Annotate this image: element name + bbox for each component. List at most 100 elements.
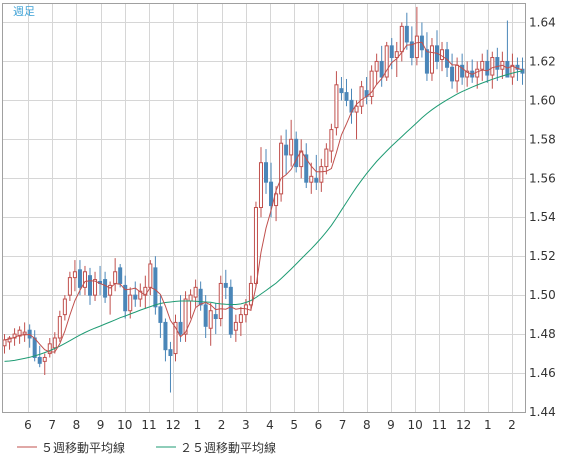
candle-body-12 (62, 298, 67, 316)
candle-body-64 (324, 148, 329, 168)
x-tick-label-14: 8 (363, 418, 371, 432)
candle-body-36 (183, 298, 188, 335)
candle-body-82 (414, 35, 419, 59)
candle-body-11 (57, 316, 62, 339)
candle-body-15 (77, 269, 82, 288)
candle-body-65 (329, 129, 334, 152)
y-tick-label-2: 1.48 (529, 327, 556, 341)
candle-body-25 (128, 294, 133, 312)
candle-body-81 (409, 41, 414, 59)
candle-body-85 (429, 45, 434, 74)
candle-body-57 (289, 138, 294, 156)
candle-body-6 (32, 337, 37, 358)
candle-body-34 (173, 321, 178, 355)
candle-body-31 (158, 306, 163, 323)
y-tick-label-5: 1.54 (529, 210, 556, 224)
candle-body-17 (87, 275, 93, 296)
candle-body-49 (248, 282, 253, 306)
candle-body-62 (314, 177, 319, 183)
ma5-line (4, 41, 523, 353)
x-tick-label-4: 10 (117, 418, 132, 432)
candle-body-77 (389, 45, 394, 59)
candle-body-9 (47, 343, 52, 355)
candle-body-76 (384, 45, 389, 78)
candle-body-63 (319, 166, 324, 183)
x-tick-label-7: 1 (194, 418, 202, 432)
x-tick-label-1: 7 (48, 418, 56, 432)
candle-body-73 (369, 70, 374, 97)
y-axis-tick-labels: 1.44 1.46 1.48 1.50 1.52 1.54 1.56 1.58 1.60 1.62… (529, 15, 556, 419)
legend-ma5-label: ５週移動平均線 (41, 440, 125, 455)
moving-average-layer (4, 41, 523, 362)
y-tick-label-4: 1.52 (529, 249, 556, 263)
candle-body-27 (138, 290, 143, 300)
candle-body-42 (213, 314, 218, 320)
plot-frame (2, 3, 526, 413)
candle-body-89 (450, 66, 455, 82)
candle-body-51 (258, 162, 263, 208)
candle-body-8 (42, 356, 47, 362)
candle-body-40 (203, 304, 208, 327)
candle-body-24 (123, 284, 128, 312)
grid-layer (2, 3, 525, 413)
candle-body-3 (17, 329, 22, 337)
candle-body-84 (424, 49, 429, 74)
candle-body-92 (465, 70, 470, 78)
candle-body-4 (22, 331, 27, 335)
candle-body-95 (480, 60, 485, 70)
legend: ５週移動平均線 ２５週移動平均線 (17, 440, 276, 455)
candle-body-14 (72, 271, 77, 279)
x-tick-label-17: 11 (432, 418, 447, 432)
candle-body-79 (399, 25, 404, 53)
candle-body-53 (269, 181, 274, 207)
candle-body-75 (379, 60, 384, 78)
x-tick-label-16: 10 (408, 418, 423, 432)
candle-body-32 (163, 321, 168, 351)
candle-body-7 (37, 356, 42, 364)
x-tick-label-12: 6 (315, 418, 323, 432)
candle-body-98 (495, 57, 500, 70)
candle-body-23 (118, 267, 123, 284)
candle-body-71 (359, 86, 364, 107)
candle-body-80 (404, 25, 409, 43)
candle-body-18 (93, 279, 98, 296)
period-label: 週足 (13, 5, 35, 18)
candle-body-66 (334, 84, 339, 129)
x-tick-label-20: 2 (508, 418, 516, 432)
candle-body-38 (193, 286, 198, 298)
candle-body-43 (218, 282, 223, 320)
candle-body-33 (168, 349, 173, 357)
candle-body-68 (344, 92, 349, 101)
x-tick-label-13: 7 (339, 418, 347, 432)
y-tick-label-8: 1.60 (529, 93, 556, 107)
candle-body-100 (505, 60, 510, 78)
candle-body-41 (208, 310, 213, 329)
x-tick-label-18: 12 (456, 418, 471, 432)
x-tick-label-19: 1 (484, 418, 492, 432)
candle-body-94 (475, 68, 480, 78)
y-tick-label-7: 1.58 (529, 132, 556, 146)
y-tick-label-0: 1.44 (529, 405, 556, 419)
ma25-line (4, 70, 523, 362)
candle-body-10 (52, 337, 57, 349)
candle-body-2 (12, 333, 17, 339)
candle-body-74 (374, 60, 379, 72)
x-tick-label-11: 5 (290, 418, 298, 432)
candle-body-96 (485, 60, 490, 76)
x-tick-label-5: 11 (141, 418, 156, 432)
candle-body-1 (7, 337, 12, 343)
candle-body-87 (440, 49, 445, 60)
candle-body-55 (279, 142, 284, 195)
candle-layer (2, 6, 525, 393)
candle-body-39 (198, 288, 203, 306)
x-tick-label-8: 2 (218, 418, 226, 432)
x-axis-tick-labels: 6 7 8 9 10 11 12 1 2 3 4 5 6 7 8 9 10 11 12 1 2 (24, 418, 516, 432)
candle-body-67 (339, 88, 344, 94)
candle-body-16 (82, 271, 87, 288)
candle-body-50 (253, 207, 258, 284)
candle-body-78 (394, 51, 399, 59)
candle-body-60 (304, 154, 309, 183)
candle-body-13 (67, 277, 72, 296)
